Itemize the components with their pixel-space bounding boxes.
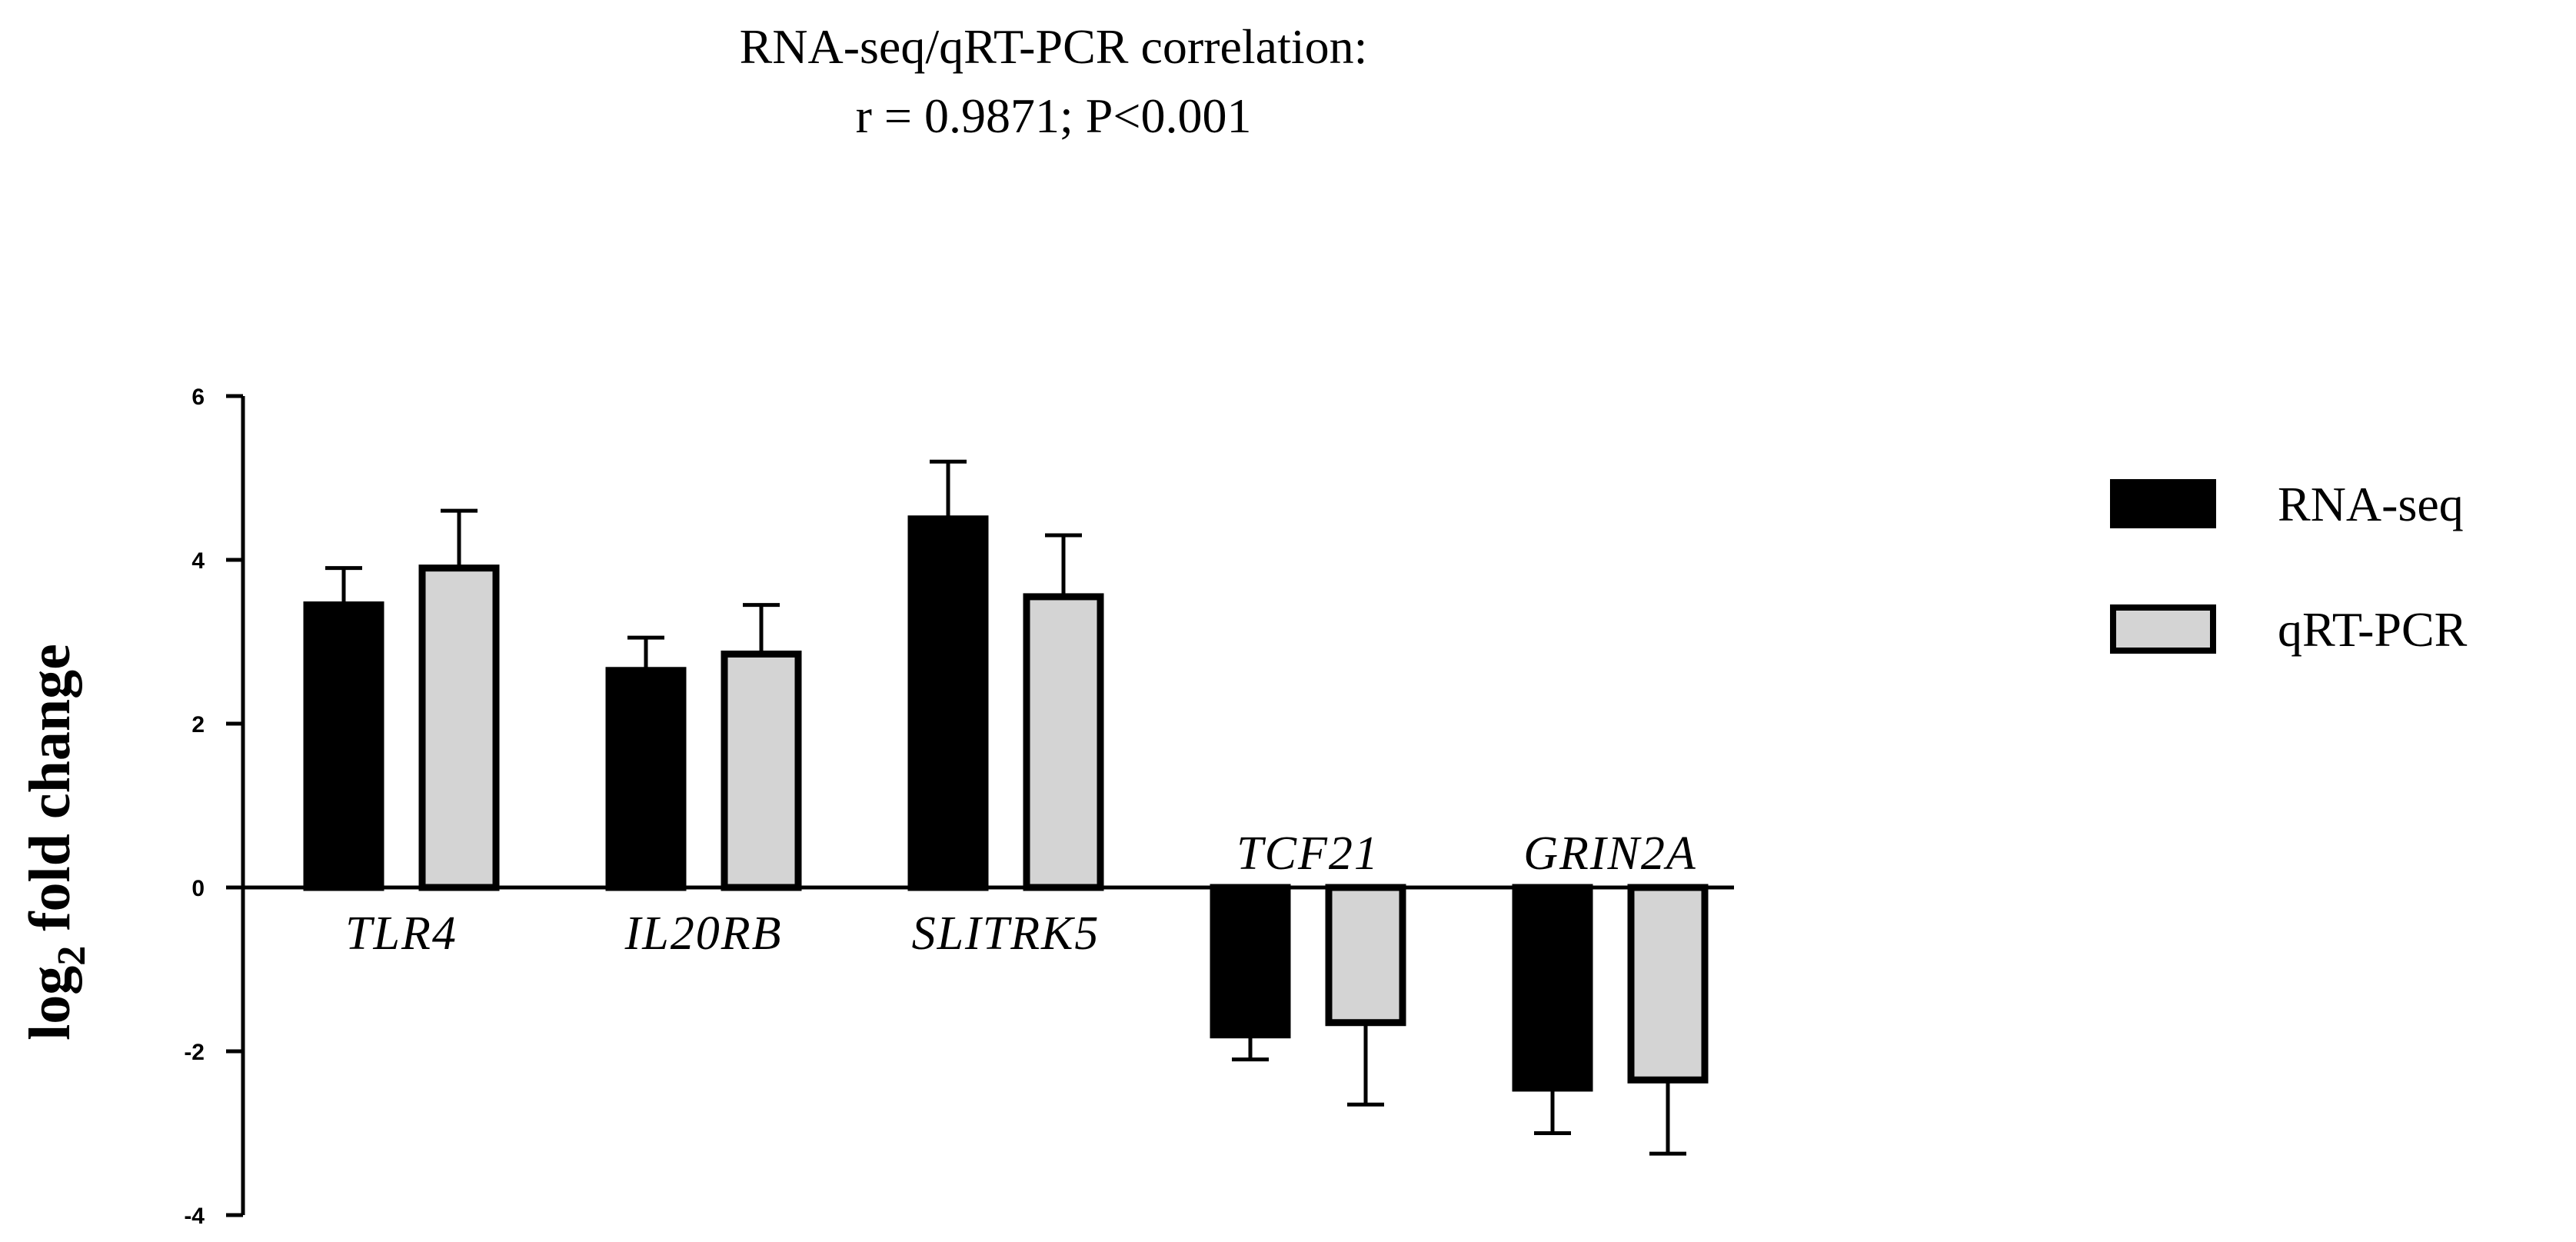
chart-title-line-1: RNA-seq/qRT-PCR correlation:: [740, 19, 1368, 74]
category-label-tcf21: TCF21: [1236, 827, 1380, 880]
legend: RNA-seq qRT-PCR: [2110, 477, 2468, 657]
y-axis-label-subscript: 2: [50, 946, 94, 966]
category-label-tlr4: TLR4: [345, 907, 458, 960]
legend-label-rna-seq: RNA-seq: [2278, 477, 2464, 531]
y-axis-label: log2 fold change: [18, 644, 94, 1041]
bars: [303, 459, 1709, 1156]
bar-rna-seq-tlr4: [303, 601, 384, 891]
bar-rna-seq-tcf21: [1210, 884, 1291, 1039]
bar-qrt-pcr-grin2a: [1627, 884, 1709, 1084]
y-tick-label: -4: [184, 1204, 205, 1229]
y-tick-label: 4: [191, 548, 205, 574]
y-tick-label: -2: [184, 1040, 205, 1065]
bar-qrt-pcr-slitrk5: [1023, 593, 1104, 891]
bar-rna-seq-slitrk5: [907, 515, 989, 891]
bar-qrt-pcr-il20rb: [721, 650, 802, 891]
y-axis-label-rest: fold change: [18, 644, 82, 946]
y-tick-label: 0: [191, 876, 205, 901]
bar-qrt-pcr-tlr4: [418, 564, 500, 891]
category-label-il20rb: IL20RB: [624, 907, 783, 960]
bar-rna-seq-il20rb: [605, 667, 687, 891]
legend-swatch-rna-seq: [2110, 479, 2216, 528]
legend-label-qrt-pcr: qRT-PCR: [2278, 602, 2468, 657]
y-tick-label: 2: [191, 712, 205, 738]
bar-rna-seq-grin2a: [1512, 884, 1593, 1092]
category-label-slitrk5: SLITRK5: [912, 907, 1100, 960]
category-labels: TLR4 IL20RB SLITRK5 TCF21 GRIN2A: [345, 827, 1697, 960]
bar-qrt-pcr-tcf21: [1325, 884, 1406, 1027]
category-label-grin2a: GRIN2A: [1523, 827, 1697, 880]
chart-title: RNA-seq/qRT-PCR correlation: r = 0.9871;…: [740, 19, 1368, 143]
y-axis-label-log: log: [18, 966, 82, 1041]
y-tick-label: 6: [191, 385, 205, 410]
legend-swatch-qrt-pcr: [2110, 604, 2216, 654]
chart-title-line-2: r = 0.9871; P<0.001: [856, 88, 1252, 143]
